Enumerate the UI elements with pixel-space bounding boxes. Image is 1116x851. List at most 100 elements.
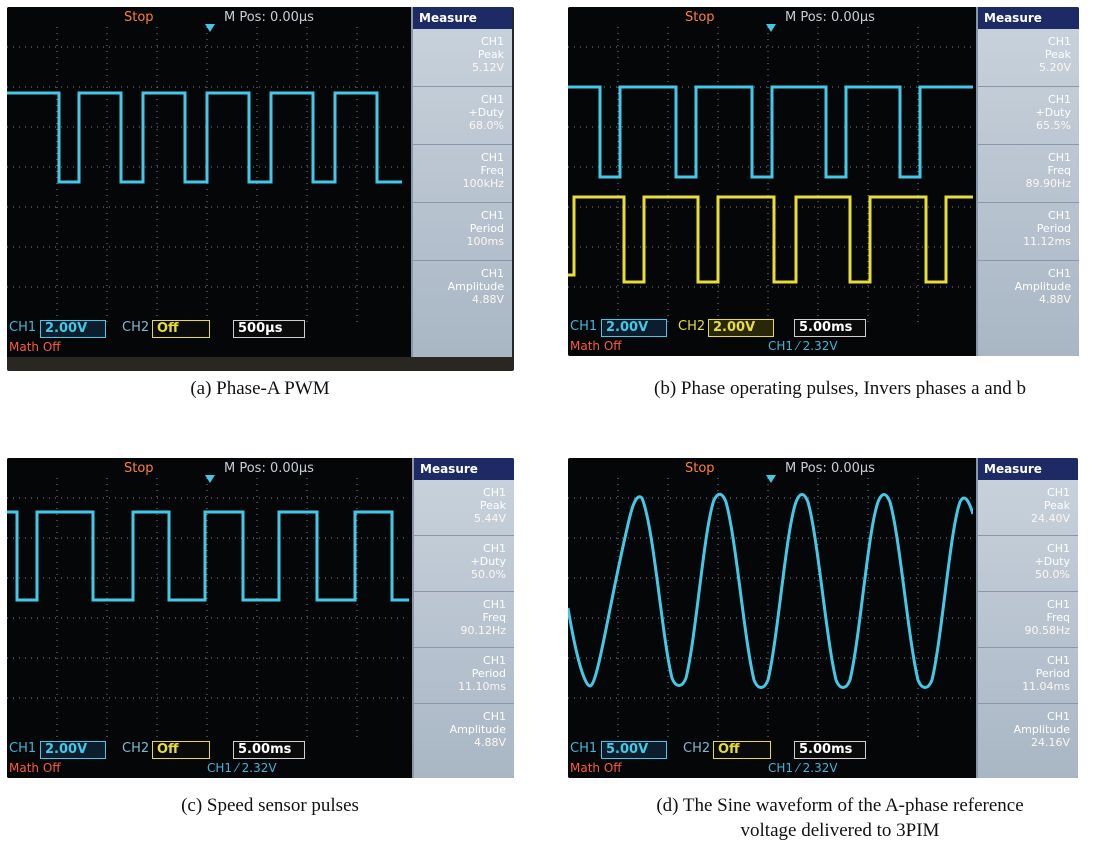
scope-topbar: Stop M Pos: 0.00µs bbox=[7, 7, 512, 32]
measure-cell: CH1 Freq 90.12Hz bbox=[414, 592, 514, 648]
measure-title: Measure bbox=[978, 458, 1078, 480]
oscilloscope-photo: Stop M Pos: 0.00µs Measure CH1 Peak 5.12V … bbox=[7, 7, 514, 371]
ch1-trace bbox=[7, 91, 402, 184]
ch1-label: CH1 bbox=[9, 320, 37, 335]
run-status: Stop bbox=[685, 10, 715, 25]
measure-cell: CH1 Period 11.10ms bbox=[414, 648, 514, 704]
trigger-marker-icon bbox=[766, 475, 776, 483]
measure-cell: CH1 Period 100ms bbox=[413, 203, 512, 261]
ch2-label: CH2 bbox=[122, 741, 150, 756]
ch2-scale: 2.00V bbox=[708, 319, 774, 337]
scope-screen: Stop M Pos: 0.00µs Measure CH1 Peak 5.44V … bbox=[7, 458, 514, 778]
oscilloscope-photo: Stop M Pos: 0.00µs Measure CH1 Peak 24.40V… bbox=[568, 458, 1078, 778]
run-status: Stop bbox=[685, 461, 715, 476]
m-pos: M Pos: 0.00µs bbox=[224, 461, 314, 476]
m-pos: M Pos: 0.00µs bbox=[224, 10, 314, 25]
measure-cell: CH1 Freq 90.58Hz bbox=[978, 592, 1078, 648]
measure-cell: CH1 Peak 5.44V bbox=[414, 480, 514, 536]
timebase: 500µs bbox=[233, 320, 305, 338]
scope-screen: Stop M Pos: 0.00µs Measure CH1 Peak 5.12V … bbox=[7, 7, 512, 357]
panel-b: Stop M Pos: 0.00µs Measure CH1 Peak 5.20V … bbox=[568, 7, 1079, 356]
measure-cell: CH1 +Duty 68.0% bbox=[413, 87, 512, 145]
trigger-marker-icon bbox=[766, 24, 776, 32]
ch2-scale: Off bbox=[713, 741, 771, 759]
ch1-label: CH1 bbox=[570, 319, 598, 334]
run-status: Stop bbox=[124, 10, 154, 25]
scope-bottombar: CH1 2.00V CH2 Off 5.00ms Math Off CH1 ⁄ … bbox=[7, 738, 514, 778]
measure-cell: CH1 +Duty 65.5% bbox=[978, 87, 1079, 145]
ch1-label: CH1 bbox=[570, 741, 598, 756]
measure-cell: CH1 +Duty 50.0% bbox=[978, 536, 1078, 592]
m-pos: M Pos: 0.00µs bbox=[785, 10, 875, 25]
measure-panel: Measure CH1 Peak 24.40V CH1 +Duty 50.0% CH1 F… bbox=[976, 458, 1078, 778]
m-pos: M Pos: 0.00µs bbox=[785, 461, 875, 476]
scope-bottombar: CH1 5.00V CH2 Off 5.00ms Math Off CH1 ⁄ … bbox=[568, 738, 1078, 778]
measure-cell: CH1 Peak 5.12V bbox=[413, 29, 512, 87]
measure-cell: CH1 Freq 89.90Hz bbox=[978, 145, 1079, 203]
ch1-trace bbox=[568, 85, 973, 179]
scope-screen: Stop M Pos: 0.00µs Measure CH1 Peak 5.20V … bbox=[568, 7, 1079, 356]
trigger-info: CH1 ⁄ 2.32V bbox=[768, 339, 838, 353]
caption-b: (b) Phase operating pulses, Invers phase… bbox=[654, 378, 1026, 399]
measure-panel: Measure CH1 Peak 5.44V CH1 +Duty 50.0% CH1 Fr… bbox=[412, 458, 514, 778]
timebase: 5.00ms bbox=[794, 319, 866, 337]
scope-screen: Stop M Pos: 0.00µs Measure CH1 Peak 24.40V… bbox=[568, 458, 1078, 778]
oscilloscope-photo: Stop M Pos: 0.00µs Measure CH1 Peak 5.44V … bbox=[7, 458, 514, 778]
ch2-trace bbox=[568, 195, 973, 284]
trigger-marker-icon bbox=[205, 475, 215, 483]
grid bbox=[568, 478, 973, 738]
panel-d: Stop M Pos: 0.00µs Measure CH1 Peak 24.40V… bbox=[568, 458, 1078, 778]
trigger-info: CH1 ⁄ 2.32V bbox=[768, 761, 838, 775]
measure-cell: CH1 Peak 24.40V bbox=[978, 480, 1078, 536]
measure-cell: CH1 Amplitude 4.88V bbox=[449, 710, 506, 749]
run-status: Stop bbox=[124, 461, 154, 476]
measure-cell: CH1 Period 11.12ms bbox=[978, 203, 1079, 261]
math-status: Math Off bbox=[9, 761, 61, 775]
measure-title: Measure bbox=[978, 7, 1079, 29]
ch1-label: CH1 bbox=[9, 741, 37, 756]
scope-topbar: Stop M Pos: 0.00µs bbox=[7, 458, 514, 483]
ch2-scale: Off bbox=[152, 741, 210, 759]
ch1-scale: 2.00V bbox=[601, 319, 667, 337]
ch2-label: CH2 bbox=[122, 320, 150, 335]
measure-cell: CH1 Amplitude 24.16V bbox=[1013, 710, 1070, 749]
scope-topbar: Stop M Pos: 0.00µs bbox=[568, 7, 1079, 32]
math-status: Math Off bbox=[9, 340, 61, 354]
ch2-label: CH2 bbox=[683, 741, 711, 756]
panel-a: Stop M Pos: 0.00µs Measure CH1 Peak 5.12V … bbox=[7, 7, 514, 371]
grid bbox=[7, 478, 409, 738]
grid bbox=[568, 27, 973, 327]
grid bbox=[7, 27, 407, 327]
measure-cell: CH1 +Duty 50.0% bbox=[414, 536, 514, 592]
ch1-trace bbox=[568, 492, 973, 689]
trigger-info: CH1 ⁄ 2.32V bbox=[207, 761, 277, 775]
ch1-scale: 2.00V bbox=[40, 741, 106, 759]
measure-cell: CH1 Peak 5.20V bbox=[978, 29, 1079, 87]
ch2-scale: Off bbox=[152, 320, 210, 338]
measure-title: Measure bbox=[414, 458, 514, 480]
measure-panel: Measure CH1 Peak 5.20V CH1 +Duty 65.5% CH1 Fr… bbox=[976, 7, 1079, 356]
ch1-scale: 5.00V bbox=[601, 741, 667, 759]
caption-d-line1: (d) The Sine waveform of the A-phase ref… bbox=[656, 795, 1024, 816]
measure-cell: CH1 Period 11.04ms bbox=[978, 648, 1078, 704]
scope-bottombar: CH1 2.00V CH2 2.00V 5.00ms Math Off CH1 … bbox=[568, 316, 1079, 356]
math-status: Math Off bbox=[570, 339, 622, 353]
oscilloscope-photo: Stop M Pos: 0.00µs Measure CH1 Peak 5.20V … bbox=[568, 7, 1079, 356]
measure-cell: CH1 Amplitude 4.88V bbox=[1014, 267, 1071, 306]
ch1-trace bbox=[7, 510, 409, 602]
caption-a: (a) Phase-A PWM bbox=[190, 378, 330, 399]
timebase: 5.00ms bbox=[233, 741, 305, 759]
measure-panel: Measure CH1 Peak 5.12V CH1 +Duty 68.0% CH1 Fr… bbox=[411, 7, 512, 357]
scope-bottombar: CH1 2.00V CH2 Off 500µs Math Off bbox=[7, 317, 512, 357]
timebase: 5.00ms bbox=[794, 741, 866, 759]
caption-c: (c) Speed sensor pulses bbox=[181, 795, 359, 816]
ch1-scale: 2.00V bbox=[40, 320, 106, 338]
math-status: Math Off bbox=[570, 761, 622, 775]
measure-title: Measure bbox=[413, 7, 512, 29]
ch2-label: CH2 bbox=[678, 319, 706, 334]
measure-cell: CH1 Amplitude 4.88V bbox=[447, 267, 504, 306]
caption-d-line2: voltage delivered to 3PIM bbox=[740, 820, 940, 841]
trigger-marker-icon bbox=[205, 24, 215, 32]
measure-cell: CH1 Freq 100kHz bbox=[413, 145, 512, 203]
panel-c: Stop M Pos: 0.00µs Measure CH1 Peak 5.44V … bbox=[7, 458, 514, 778]
